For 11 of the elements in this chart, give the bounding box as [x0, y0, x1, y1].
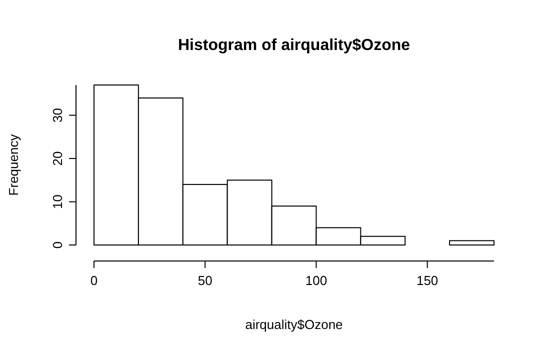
x-axis-title: airquality$Ozone	[245, 317, 343, 332]
x-tick-label: 0	[90, 273, 98, 288]
x-tick-label: 150	[416, 273, 438, 288]
x-tick-label: 50	[198, 273, 212, 288]
y-tick-label: 0	[50, 241, 65, 249]
y-axis-title: Frequency	[6, 134, 21, 196]
x-tick-label: 100	[305, 273, 328, 288]
chart-title: Histogram of airquality$Ozone	[178, 37, 410, 54]
y-tick-label: 20	[50, 151, 65, 166]
y-tick-label: 10	[50, 194, 65, 209]
y-tick-label: 30	[50, 108, 65, 123]
